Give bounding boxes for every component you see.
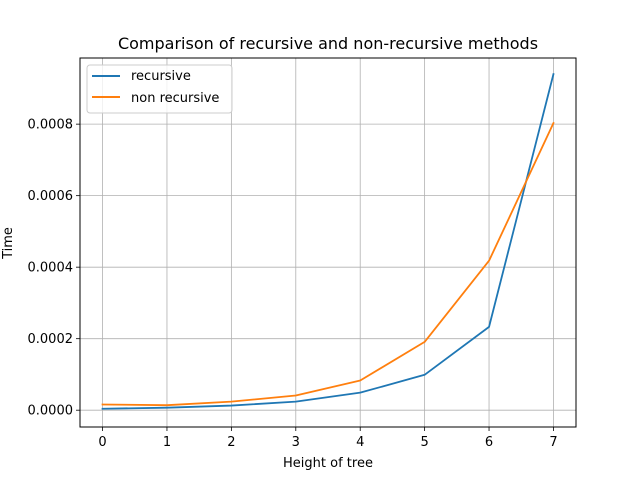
grid (80, 58, 576, 427)
x-tick-label: 4 (356, 435, 364, 450)
legend-label-recursive: recursive (131, 69, 191, 84)
x-axis-ticks: 0 1 2 3 4 5 6 7 (98, 427, 558, 450)
x-tick-label: 2 (227, 435, 235, 450)
chart-title: Comparison of recursive and non-recursiv… (118, 34, 538, 53)
y-tick-label: 0.0008 (28, 118, 74, 133)
y-tick-label: 0.0006 (28, 189, 74, 204)
y-tick-label: 0.0004 (28, 261, 74, 276)
series-line-recursive (101, 72, 555, 410)
plot-frame (79, 57, 577, 428)
series-lines (101, 72, 555, 410)
legend-label-non-recursive: non recursive (131, 91, 219, 106)
legend-box (86, 64, 233, 114)
x-tick-label: 5 (420, 435, 428, 450)
x-tick-label: 1 (163, 435, 171, 450)
x-tick-label: 7 (549, 435, 557, 450)
x-tick-label: 0 (98, 435, 106, 450)
series-line-non-recursive (101, 121, 555, 407)
y-axis-label: Time (1, 227, 16, 260)
y-tick-label: 0.0000 (28, 404, 74, 419)
y-axis-ticks: 0.0000 0.0002 0.0004 0.0006 0.0008 (28, 118, 80, 419)
x-tick-label: 3 (292, 435, 300, 450)
legend: recursive non recursive (86, 64, 233, 114)
y-tick-label: 0.0002 (28, 332, 74, 347)
x-axis-label: Height of tree (283, 456, 373, 471)
x-tick-label: 6 (485, 435, 493, 450)
